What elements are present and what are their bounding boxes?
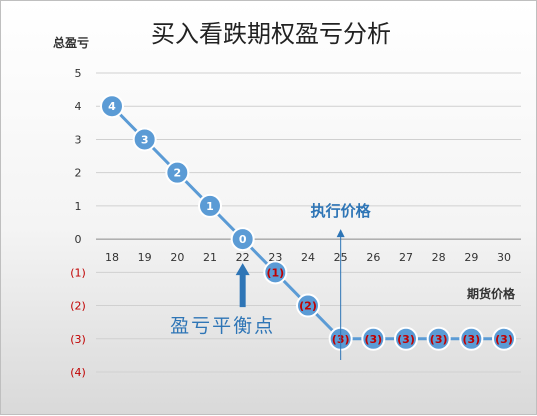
grid-lines	[96, 72, 521, 373]
data-point	[492, 326, 516, 351]
data-point	[100, 94, 124, 119]
x-tick-label: 28	[432, 251, 446, 264]
x-tick-label: 19	[138, 251, 152, 264]
x-axis-label: 期货价格	[467, 286, 516, 301]
data-point	[132, 127, 157, 152]
y-tick-label: 2	[75, 167, 82, 180]
data-label: 3	[141, 133, 149, 146]
breakeven-label: 盈亏平衡点	[170, 315, 275, 337]
x-axis-ticks: 18 19 20 21 22 23 24 25 26 27 28 29 30	[105, 251, 511, 264]
data-point	[263, 260, 288, 285]
y-tick-label: (1)	[70, 266, 86, 279]
x-tick-label: 29	[464, 251, 478, 264]
data-point	[198, 193, 222, 218]
x-tick-label: 26	[366, 251, 380, 264]
y-tick-label: (2)	[70, 300, 86, 313]
data-label: 2	[174, 167, 182, 180]
x-tick-label: 30	[497, 251, 511, 264]
y-tick-label: 0	[75, 233, 82, 246]
data-point	[459, 326, 484, 351]
breakeven-arrow	[235, 263, 250, 308]
y-tick-label: 5	[75, 67, 82, 80]
data-point	[165, 160, 190, 185]
y-axis-ticks: 5 4 3 2 1 0 (1) (2) (3) (4)	[70, 67, 86, 379]
data-label: 1	[206, 200, 214, 213]
x-tick-label: 20	[170, 251, 184, 264]
data-label: (3)	[430, 333, 448, 346]
x-tick-label: 18	[105, 251, 119, 264]
x-tick-label: 24	[301, 251, 315, 264]
data-label: (3)	[462, 333, 480, 346]
data-label: (3)	[397, 333, 415, 346]
y-tick-label: 1	[75, 200, 82, 213]
x-tick-label: 27	[399, 251, 413, 264]
strike-price-arrow-head	[336, 229, 345, 238]
data-point	[394, 326, 418, 351]
y-tick-label: (4)	[70, 366, 86, 379]
y-tick-label: (3)	[70, 333, 86, 346]
data-label: (2)	[299, 300, 317, 313]
y-axis-label: 总盈亏	[53, 35, 89, 50]
data-label: 4	[108, 100, 116, 113]
data-point	[426, 326, 451, 351]
data-label: (3)	[495, 333, 513, 346]
x-tick-label: 21	[203, 251, 217, 264]
y-tick-label: 3	[75, 133, 82, 146]
strike-price-label: 执行价格	[311, 202, 372, 220]
chart-title: 买入看跌期权盈亏分析	[151, 20, 391, 48]
data-label: 0	[239, 233, 247, 246]
data-point	[361, 326, 386, 351]
data-label: (1)	[266, 266, 284, 279]
data-label: (3)	[364, 333, 382, 346]
data-point	[230, 227, 255, 252]
y-tick-label: 4	[75, 100, 82, 113]
x-tick-label: 22	[236, 251, 250, 264]
data-point	[296, 293, 320, 318]
